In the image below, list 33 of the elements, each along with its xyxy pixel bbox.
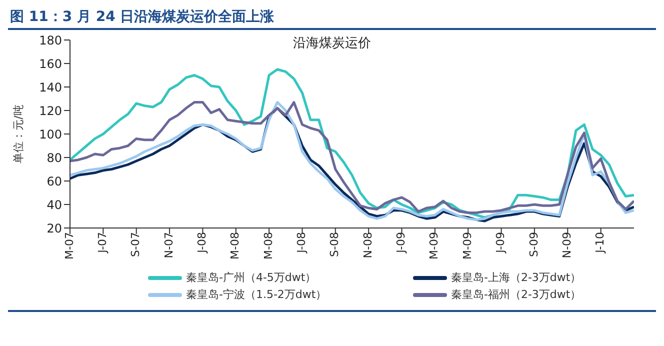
y-tick-label: 160 xyxy=(39,56,62,71)
y-tick-label: 140 xyxy=(39,80,62,94)
legend-label: 秦皇岛-宁波（1.5-2万dwt） xyxy=(186,287,327,302)
x-tick-label: M-07 xyxy=(62,232,76,260)
legend-label: 秦皇岛-福州（2-3万dwt） xyxy=(451,287,582,302)
y-tick-label: 100 xyxy=(39,127,62,142)
y-tick-label: 120 xyxy=(39,104,62,118)
x-tick-label: J-08 xyxy=(196,232,209,254)
x-tick-label: N-08 xyxy=(361,232,374,258)
legend-label: 秦皇岛-广州（4-5万dwt） xyxy=(186,270,316,285)
chart-title: 图 11：3 月 24 日沿海煤炭运价全面上涨 xyxy=(9,8,276,27)
x-tick-label: S-08 xyxy=(328,232,342,257)
x-tick-label: M-08 xyxy=(228,232,242,260)
x-tick-label: J-07 xyxy=(96,232,109,254)
chart-subtitle: 沿海煤炭运价 xyxy=(293,36,371,51)
y-tick-label: 80 xyxy=(46,150,62,165)
x-tick-label: J-08 xyxy=(295,232,308,254)
y-axis-title: 单位：元/吨 xyxy=(12,104,25,164)
legend-label: 秦皇岛-上海（2-3万dwt） xyxy=(451,270,582,285)
x-tick-label: N-07 xyxy=(162,232,176,258)
y-tick-label: 20 xyxy=(46,221,62,236)
x-tick-label: N-09 xyxy=(560,232,574,258)
x-tick-label: S-09 xyxy=(527,232,540,257)
x-tick-label: J-10 xyxy=(594,232,607,254)
x-tick-label: M-09 xyxy=(460,232,474,260)
y-tick-label: 40 xyxy=(46,198,62,212)
x-tick-label: M-08 xyxy=(262,232,275,260)
x-tick-label: S-07 xyxy=(129,232,142,257)
y-tick-label: 180 xyxy=(39,33,62,48)
x-tick-label: J-09 xyxy=(394,232,408,254)
x-tick-label: M-09 xyxy=(428,232,441,260)
y-tick-label: 60 xyxy=(46,174,62,188)
x-tick-label: J-09 xyxy=(494,232,508,254)
